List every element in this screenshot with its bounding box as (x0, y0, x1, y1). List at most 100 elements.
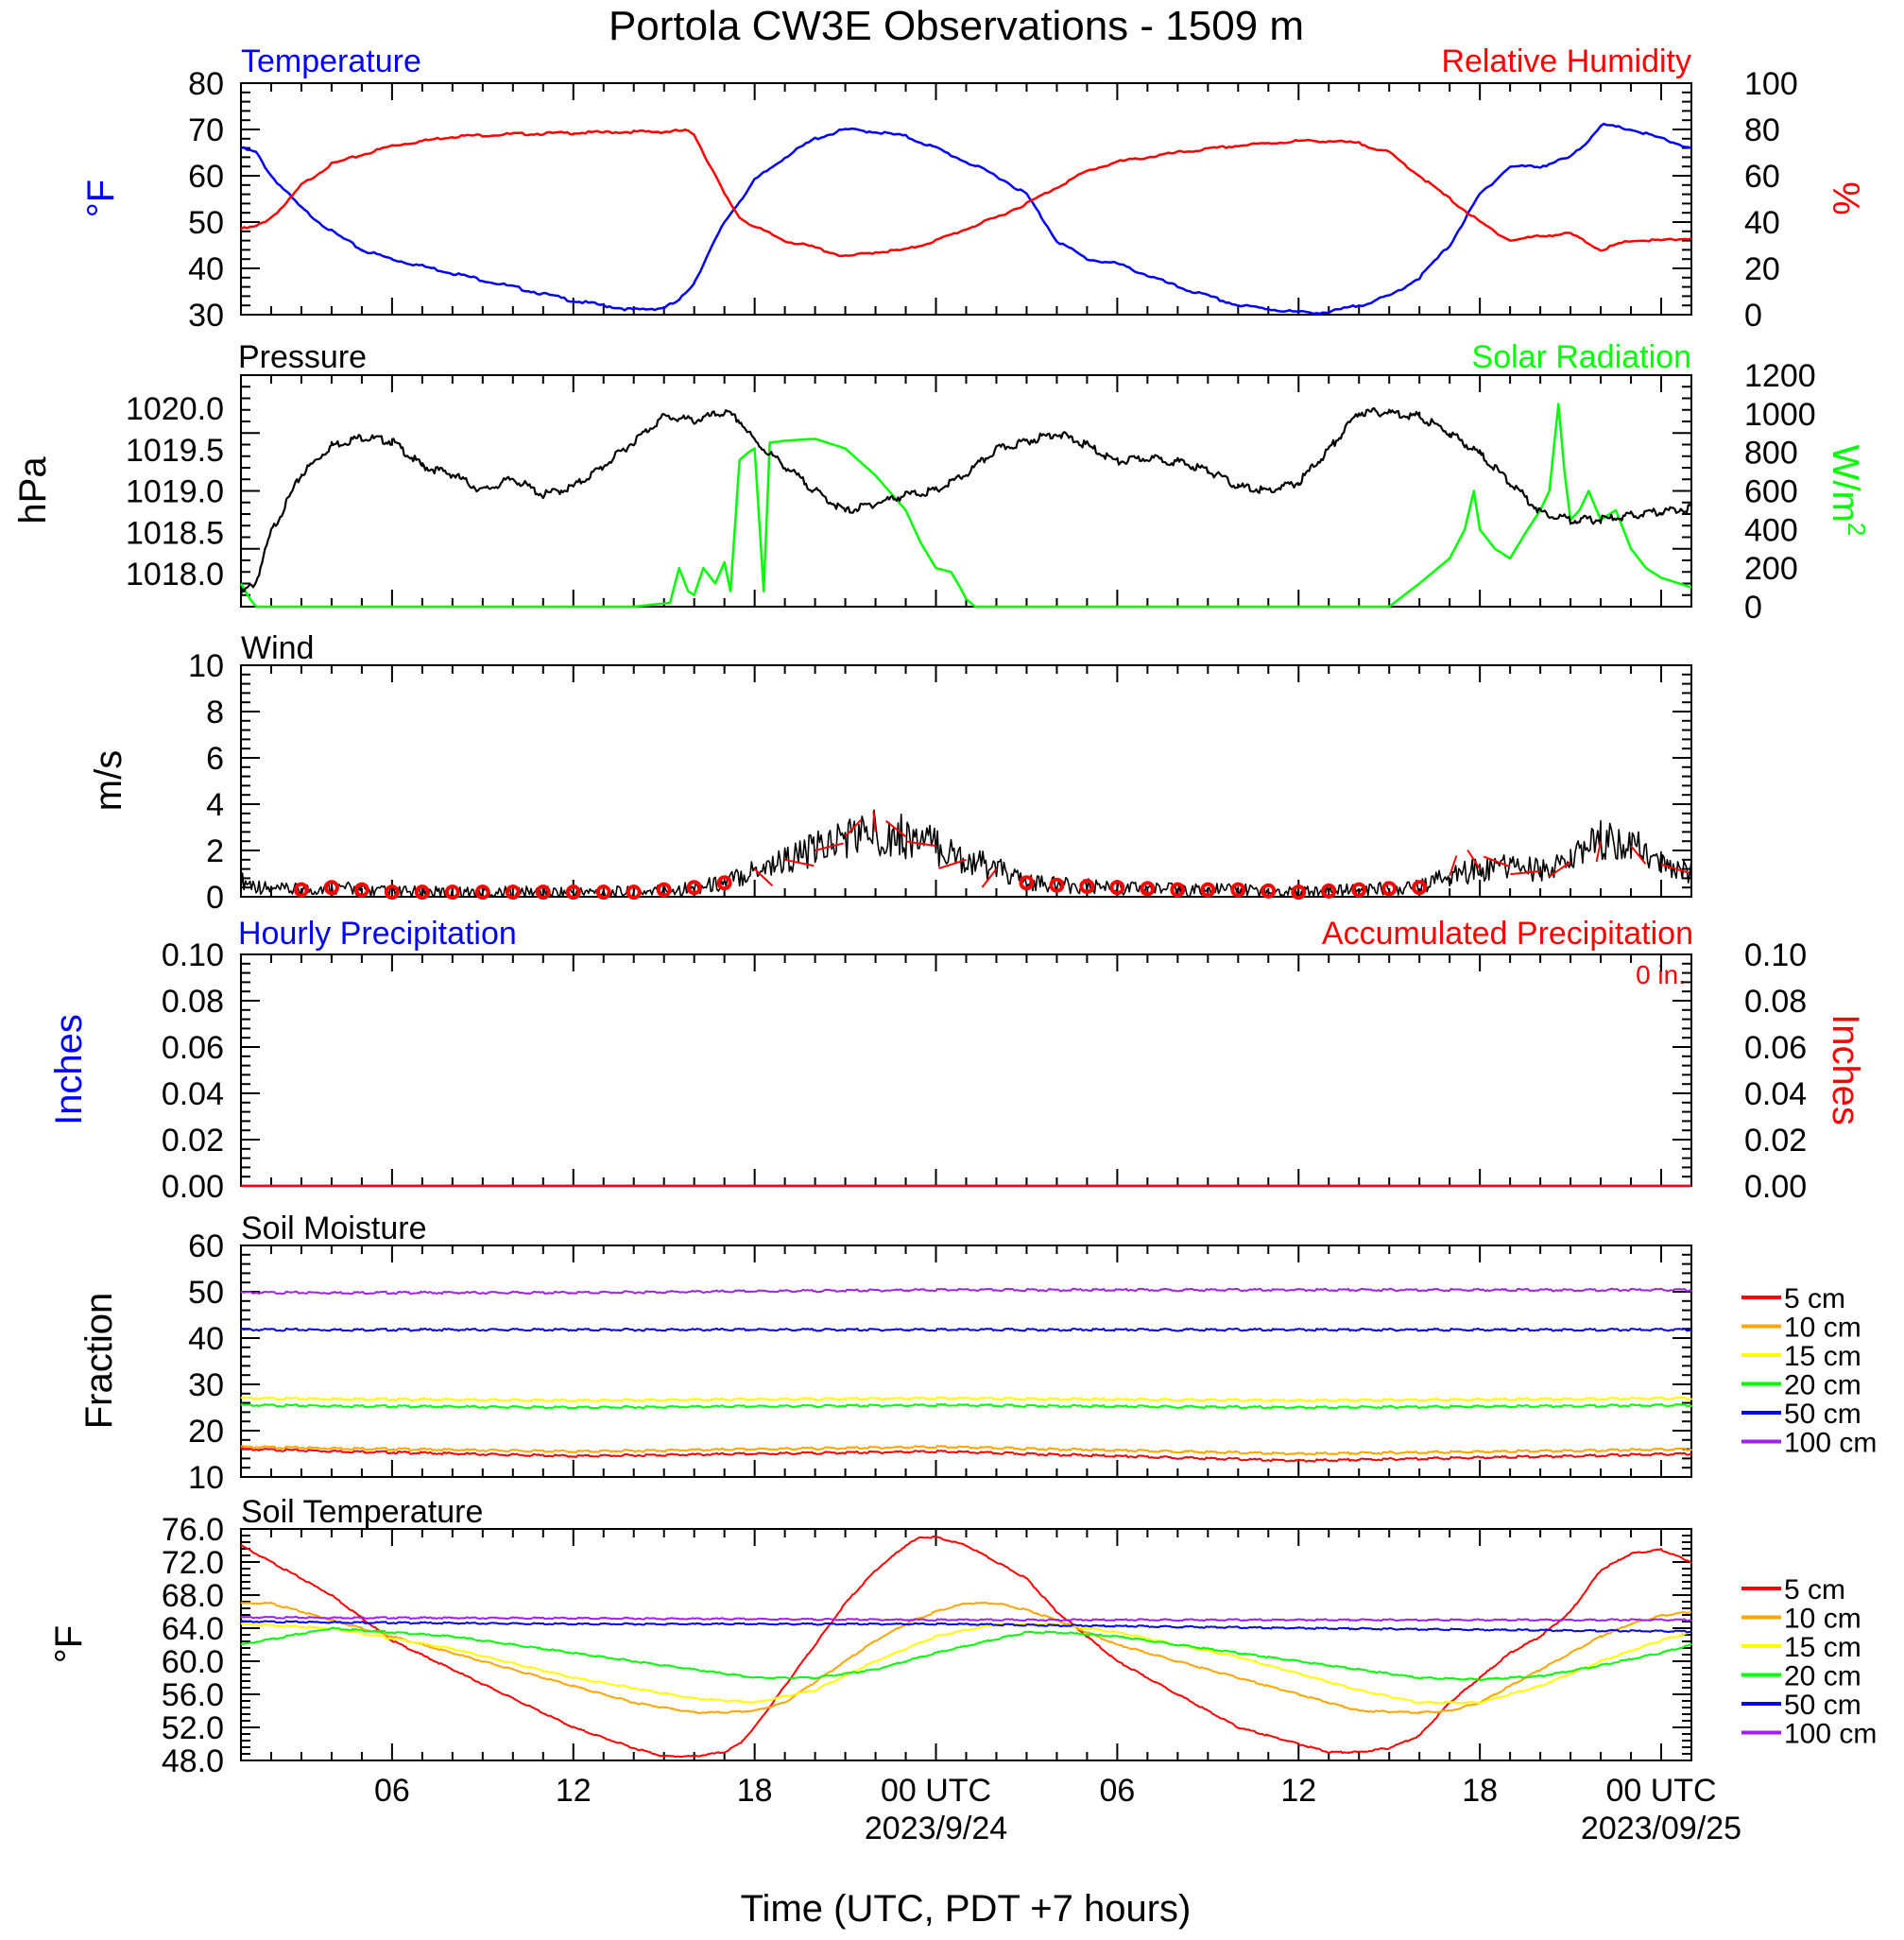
calm-wind-marker (1079, 878, 1095, 894)
y-tick-label: 0.02 (162, 1123, 224, 1159)
calm-wind-marker (353, 882, 369, 898)
y-right-tick-label: 0.06 (1744, 1030, 1807, 1066)
calm-wind-marker (1200, 882, 1216, 898)
calm-wind-marker (1351, 882, 1367, 898)
chart-title: Portola CW3E Observations - 1509 m (609, 3, 1304, 49)
temperature-unit: °F (80, 180, 122, 217)
y-tick-label: 52.0 (162, 1710, 224, 1746)
legend-label: 20 cm (1784, 1370, 1861, 1401)
wind-barb (906, 840, 936, 848)
wind-barb (844, 818, 863, 837)
wind-barb (1467, 849, 1481, 870)
soil-temp-line (240, 1622, 1692, 1705)
soil-moisture-frame (240, 1245, 1692, 1478)
y-tick-label: 0.08 (162, 984, 224, 1020)
y-tick-label: 60 (188, 1228, 224, 1264)
wind-barb (884, 819, 907, 838)
hourly-precip-unit: Inches (48, 1014, 90, 1125)
soil-temp-line (240, 1535, 1692, 1759)
y-tick-label: 0 (206, 880, 224, 916)
soil-temp-line (240, 1601, 1692, 1715)
calm-wind-marker (595, 884, 611, 901)
solar-radiation-title: Solar Radiation (1472, 339, 1691, 375)
y-right-tick-label: 40 (1744, 205, 1780, 241)
soil-temp-series (240, 1535, 1692, 1759)
calm-wind-marker (1381, 881, 1398, 897)
legend-label: 100 cm (1784, 1428, 1877, 1459)
calm-wind-marker (1261, 883, 1277, 899)
solar-unit-superscript: 2 (1843, 523, 1871, 536)
soil-moisture-line (240, 1328, 1692, 1332)
y-right-tick-label: 80 (1744, 112, 1780, 148)
y-tick-label: 20 (188, 1414, 224, 1450)
soil-temp-line (240, 1626, 1692, 1682)
legend-label: 10 cm (1784, 1604, 1861, 1635)
temp-rh-time-ticks (240, 83, 1692, 315)
accumulated-precip-unit: Inches (1825, 1014, 1866, 1125)
soil-moisture-title: Soil Moisture (241, 1210, 427, 1246)
calm-wind-marker (444, 884, 460, 901)
y-tick-label: 0.00 (162, 1169, 224, 1205)
relative-humidity-title: Relative Humidity (1441, 43, 1691, 79)
pressure-unit: hPa (12, 456, 54, 524)
calm-wind-marker (384, 884, 400, 901)
wind-barb (981, 867, 998, 888)
legend-label: 50 cm (1784, 1690, 1861, 1721)
calm-wind-marker (656, 882, 672, 898)
calm-wind-marker (565, 884, 581, 901)
y-right-tick-label: 0.02 (1744, 1123, 1807, 1159)
y-tick-label: 0.04 (162, 1076, 224, 1112)
soil-temp-time-ticks (240, 1529, 1692, 1760)
legend-label: 5 cm (1784, 1283, 1845, 1314)
y-right-tick-label: 0.04 (1744, 1076, 1807, 1112)
y-tick-label: 30 (188, 1367, 224, 1403)
x-tick-label: 18 (1462, 1773, 1498, 1809)
y-tick-label: 1019.5 (126, 433, 224, 469)
solar-unit: W/m2 (1825, 445, 1871, 537)
wind-barb (872, 811, 877, 833)
temp-rh-frame (240, 82, 1692, 316)
y-tick-label: 6 (206, 741, 224, 777)
soil-moisture-line (240, 1396, 1692, 1403)
wind-barb (1630, 845, 1647, 865)
y-tick-label: 72.0 (162, 1545, 224, 1581)
legend-label: 5 cm (1784, 1574, 1845, 1605)
x-tick-label: 12 (556, 1773, 592, 1809)
x-tick-label: 00 UTC (1605, 1773, 1716, 1809)
x-tick-label: 12 (1280, 1773, 1316, 1809)
y-tick-label: 40 (188, 1321, 224, 1357)
wind-barb (1510, 870, 1541, 876)
legend-label: 20 cm (1784, 1661, 1861, 1692)
y-tick-label: 76.0 (162, 1512, 224, 1548)
wind-frame (240, 664, 1692, 898)
x-tick-label: 18 (737, 1773, 773, 1809)
y-right-tick-label: 20 (1744, 251, 1780, 287)
soil-moisture-line (240, 1445, 1692, 1456)
temp-rh-series (240, 122, 1692, 316)
solar-radiation-line (239, 403, 1692, 609)
wind-barb (1449, 855, 1458, 877)
y-right-tick-label: 100 (1744, 66, 1798, 102)
calm-wind-marker (1140, 881, 1156, 897)
y-tick-label: 70 (188, 112, 224, 148)
hourly-precip-axis: 0.00 0.02 0.04 0.06 0.08 0.10 (162, 937, 1691, 1205)
humidity-line (240, 128, 1692, 258)
y-right-tick-label: 400 (1744, 512, 1798, 548)
calm-wind-marker (1230, 882, 1246, 898)
calm-wind-marker (474, 884, 490, 901)
calm-wind-marker (1019, 875, 1035, 891)
pressure-solar-time-ticks (240, 375, 1692, 607)
soil-moisture-line (240, 1287, 1692, 1296)
wind-barb (938, 858, 967, 870)
wind-barb (753, 867, 774, 887)
wind-time-ticks (240, 665, 1692, 897)
temperature-axis: 30 40 50 60 70 80 (188, 66, 1691, 334)
x-tick-label: 06 (1099, 1773, 1135, 1809)
wind-unit: m/s (88, 750, 129, 811)
y-right-tick-label: 0.10 (1744, 937, 1807, 973)
y-tick-label: 40 (188, 251, 224, 287)
calm-wind-marker (414, 884, 430, 901)
